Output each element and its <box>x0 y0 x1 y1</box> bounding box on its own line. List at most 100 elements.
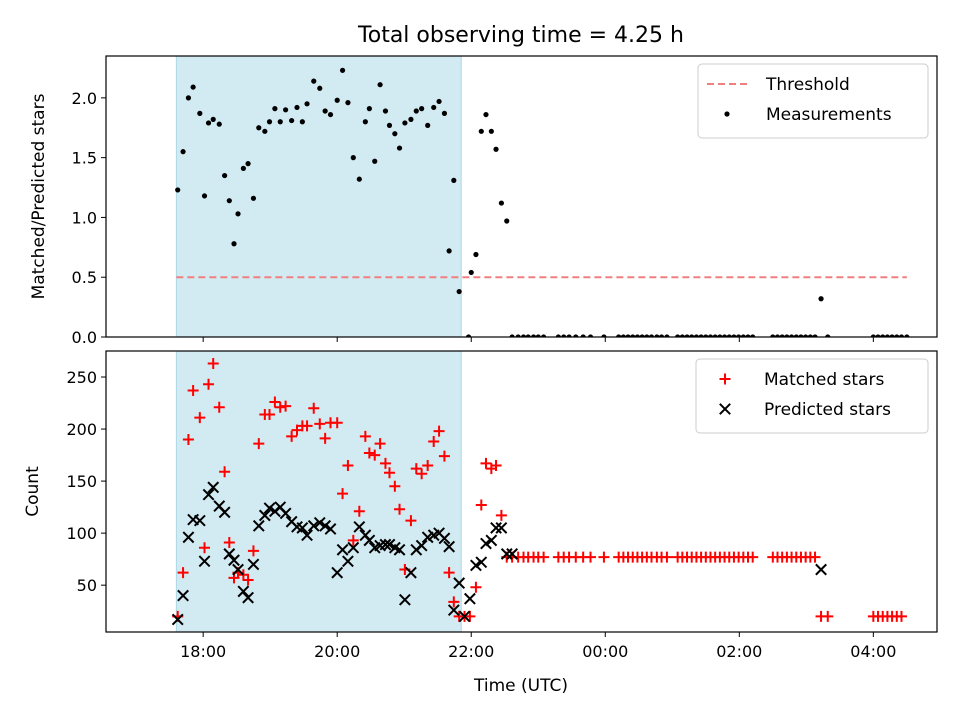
y-tick-label: 2.0 <box>72 89 97 108</box>
matched-star-point <box>274 401 286 413</box>
predicted-star-point <box>336 543 349 556</box>
matched-star-point <box>495 509 507 521</box>
matched-star-point <box>242 574 254 586</box>
measurement-point <box>658 334 665 337</box>
measurement-point <box>272 106 278 112</box>
measurement-point <box>382 108 389 114</box>
predicted-star-point <box>279 507 292 520</box>
measurement-point <box>648 334 655 337</box>
predicted-star-point <box>443 540 456 553</box>
matched-star-point <box>822 610 834 622</box>
measurement-point <box>561 334 567 337</box>
y-tick-label: 100 <box>66 524 97 543</box>
measurement-point <box>283 107 289 113</box>
measurement-point <box>262 128 268 134</box>
predicted-star-point <box>228 554 240 567</box>
measurement-point <box>825 334 831 337</box>
measurement-point <box>793 334 799 337</box>
measurement-point <box>250 195 257 201</box>
measurement-point <box>898 334 905 337</box>
predicted-star-point <box>480 537 492 550</box>
measurement-point <box>235 211 241 217</box>
legend-label: Predicted stars <box>764 400 891 420</box>
measurement-point <box>299 119 305 125</box>
legend-key <box>719 373 731 385</box>
measurement-point <box>698 334 704 337</box>
measurement-point <box>483 111 489 118</box>
measurement-point <box>803 334 809 337</box>
measurement-point <box>468 269 474 276</box>
matched-star-point <box>438 450 450 462</box>
matched-star-point <box>308 402 320 414</box>
matched-star-point <box>247 545 259 557</box>
measurement-point <box>740 334 746 337</box>
predicted-star-point <box>398 593 411 606</box>
matched-star-point <box>448 596 460 608</box>
matched-star-point <box>470 581 482 593</box>
measurement-point <box>689 334 695 337</box>
y-tick-label: 1.5 <box>72 149 97 168</box>
y-tick-label: 50 <box>77 576 97 595</box>
measurement-point <box>413 108 419 114</box>
measurement-point <box>478 128 484 134</box>
predicted-star-point <box>319 519 332 532</box>
measurement-point <box>639 334 645 337</box>
measurement-point <box>555 334 561 337</box>
measurement-point <box>675 334 681 337</box>
measurement-point <box>880 334 886 337</box>
x-tick-label: 20:00 <box>314 642 360 661</box>
measurement-point <box>436 98 442 105</box>
measurement-point <box>425 122 431 128</box>
measurement-point <box>339 67 346 73</box>
measurement-point <box>807 334 813 337</box>
matched-star-point <box>369 449 381 461</box>
measurement-point <box>493 146 499 152</box>
y-tick-label: 0.5 <box>72 268 97 287</box>
predicted-star-point <box>252 519 265 532</box>
predicted-star-point <box>485 534 498 547</box>
measurement-point <box>620 334 626 337</box>
measurement-point <box>580 334 586 337</box>
measurement-point <box>210 116 216 122</box>
predicted-star-point <box>193 514 206 527</box>
measurement-point <box>875 334 881 337</box>
matched-star-point <box>585 551 597 563</box>
predicted-star-point <box>177 589 189 602</box>
predicted-star-point <box>458 610 471 623</box>
measurement-point <box>441 110 448 116</box>
measurement-point <box>587 334 594 337</box>
matched-star-point <box>269 396 281 408</box>
predicted-star-point <box>405 566 417 579</box>
measurement-point <box>798 334 804 337</box>
predicted-star-point <box>198 555 211 568</box>
measurement-point <box>634 334 641 337</box>
measurement-point <box>488 128 494 134</box>
predicted-star-point <box>258 509 271 522</box>
measurement-point <box>317 85 323 91</box>
predicted-star-point <box>263 502 276 515</box>
measurement-point <box>190 84 196 90</box>
measurement-point <box>431 104 437 111</box>
measurement-point <box>693 334 700 337</box>
matched-star-point <box>253 438 265 450</box>
matched-star-point <box>359 430 371 442</box>
predicted-star-point <box>324 523 337 535</box>
observing-span <box>175 350 462 633</box>
axes-frame <box>105 350 938 633</box>
matched-star-point <box>207 357 219 369</box>
chart-title: Total observing time = 4.25 h <box>357 23 684 48</box>
matched-star-point <box>394 503 406 515</box>
legend: Threshold Measurements <box>697 63 929 139</box>
measurement-point <box>304 101 310 107</box>
predicted-star-point <box>313 516 326 529</box>
measurement-point <box>356 176 362 182</box>
measurement-point <box>684 334 690 337</box>
predicted-star-point <box>453 577 466 589</box>
measurement-point <box>456 288 462 295</box>
predicted-star-point <box>342 555 354 568</box>
measurement-point <box>226 198 232 204</box>
matched-star-point <box>363 447 375 459</box>
measurement-point <box>201 193 208 199</box>
x-axis-label: Time (UTC) <box>473 676 568 696</box>
matched-star-point <box>809 551 821 563</box>
